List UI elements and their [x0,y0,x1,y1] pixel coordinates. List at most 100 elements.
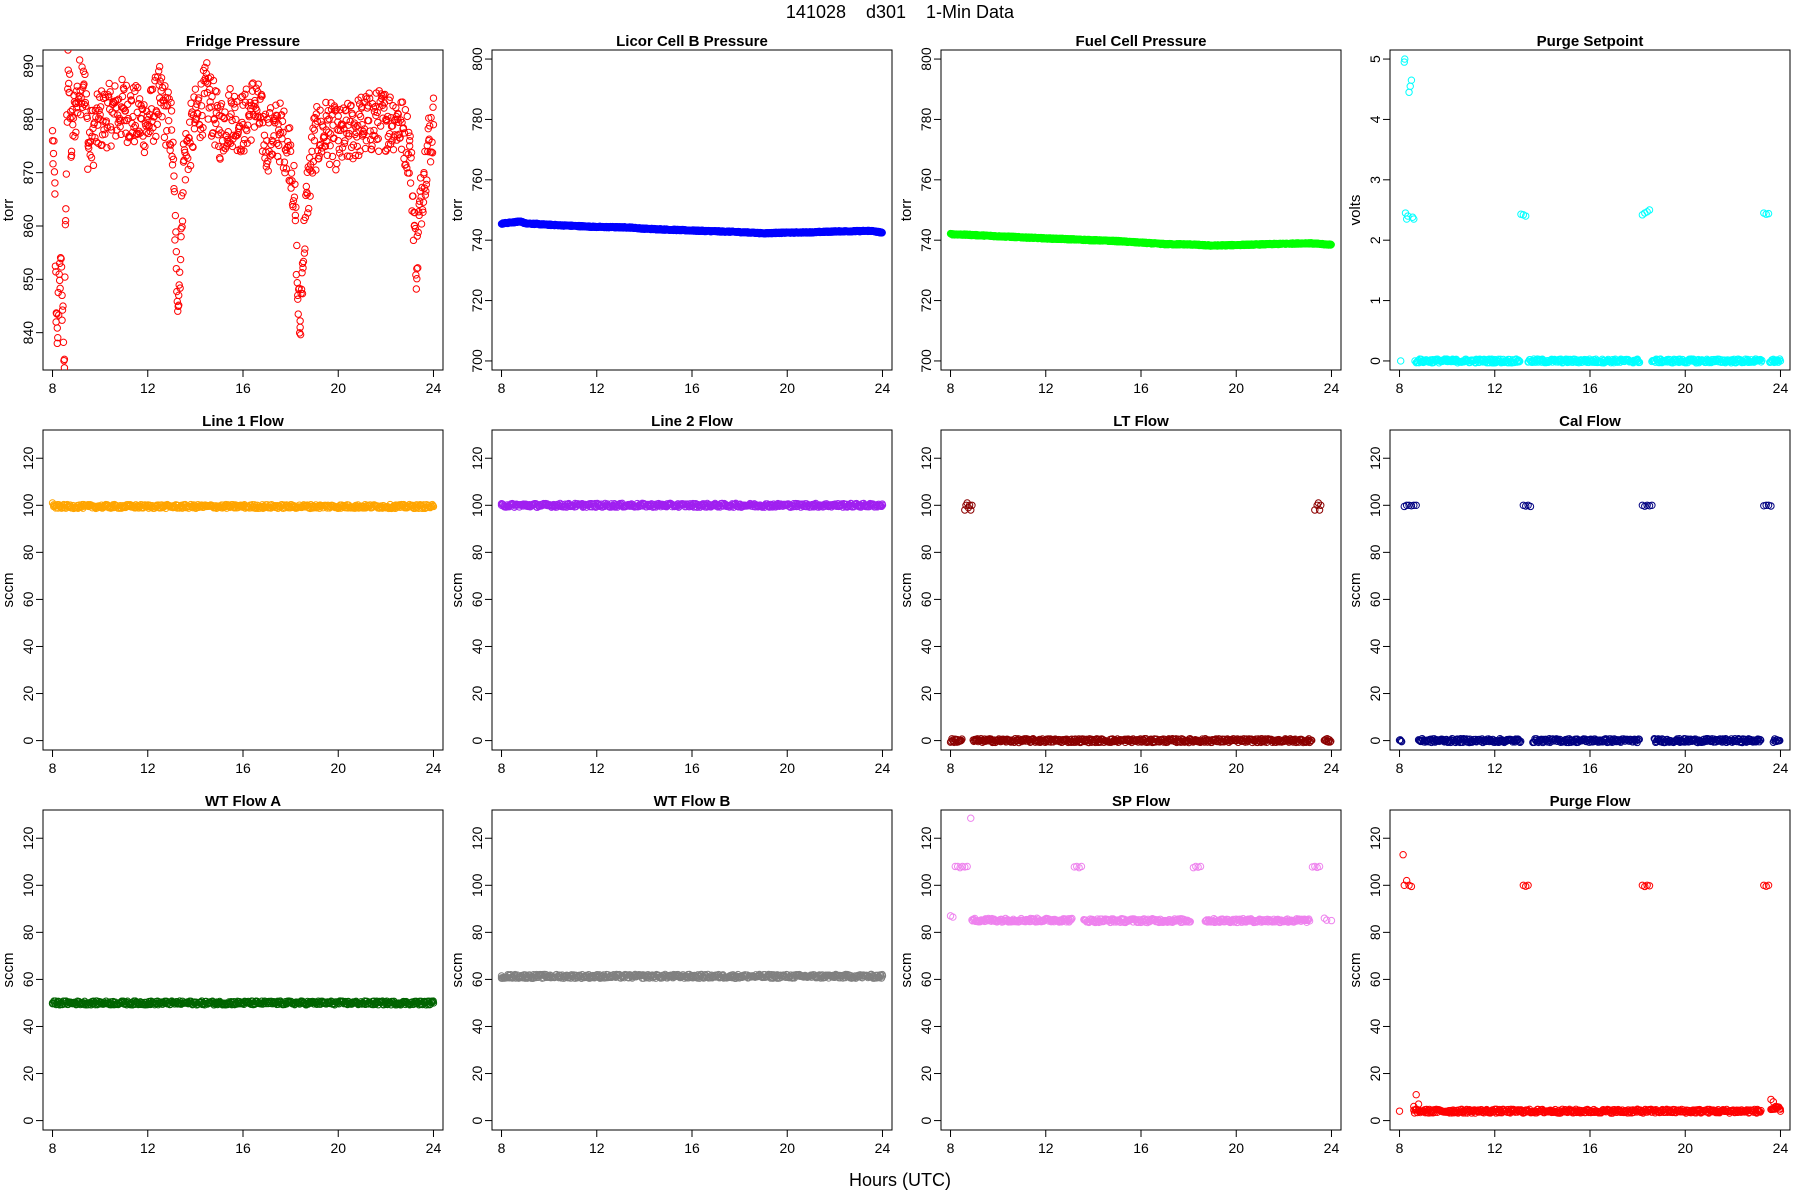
data-point [414,228,422,237]
data-point [170,184,178,193]
data-point [95,106,103,115]
data-point [289,197,298,205]
data-point [129,112,137,121]
data-point [55,311,63,319]
data-point [227,110,235,118]
data-point [244,121,252,129]
data-point [51,179,59,187]
data-point [1635,358,1644,367]
data-point [259,112,268,121]
y-tick-label: 0 [469,736,485,744]
x-tick-label: 8 [947,380,955,396]
data-point [184,154,192,162]
data-point [290,161,298,170]
data-point [1410,215,1418,223]
data-point [317,148,326,156]
data-point [158,83,167,92]
data-point [255,119,264,127]
data-layer [946,499,1335,747]
data-point [165,116,173,125]
data-point [370,107,379,116]
data-point [322,98,330,107]
y-tick-label: 860 [20,214,36,238]
x-tick-label: 20 [330,760,346,776]
data-point [1443,357,1451,365]
data-point [385,96,393,104]
data-point [124,100,132,108]
data-point [127,97,136,105]
data-point [347,143,356,152]
data-point [150,112,159,120]
data-point [83,114,91,123]
data-point [285,176,293,185]
y-tick-label: 5 [1367,55,1383,63]
data-point [152,132,160,141]
x-tick-label: 24 [1324,760,1340,776]
y-tick-label: 850 [20,267,36,291]
data-point [273,139,281,148]
data-point [224,127,232,136]
data-point [312,166,320,174]
x-tick-label: 16 [1133,760,1149,776]
data-point [414,264,422,272]
data-point [181,148,189,157]
data-point [55,276,64,285]
data-point [322,126,331,134]
data-point [120,85,128,94]
data-point [293,241,301,250]
data-point [51,190,59,198]
data-point [352,123,360,131]
data-point [81,98,90,107]
data-point [101,130,109,138]
data-point [154,110,162,119]
data-point [154,73,162,81]
data-point [160,101,168,110]
data-point [1645,206,1654,214]
data-point [347,101,355,110]
data-point [315,155,323,163]
data-point [1705,357,1713,365]
data-point [92,138,101,146]
data-point [291,211,300,220]
data-point [157,87,165,95]
data-point [96,111,104,119]
data-point [1514,357,1523,365]
data-point [140,148,149,157]
data-point [87,153,96,162]
data-point [140,101,148,109]
data-point [1538,357,1547,365]
data-point [323,151,331,159]
panel-title: Purge Setpoint [1537,33,1644,50]
data-point [209,76,218,85]
data-point [325,160,334,169]
data-point [275,141,283,150]
data-point [185,118,194,126]
y-tick-label: 100 [918,493,934,517]
y-tick-label: 40 [20,638,36,654]
data-point [126,133,134,141]
data-point [292,203,300,211]
data-point [139,141,148,149]
data-point [308,147,316,155]
data-point [195,94,203,102]
data-point [239,120,247,129]
data-point [497,501,506,509]
data-point [360,129,368,138]
data-point [73,103,81,112]
data-point [287,184,295,192]
data-layer [48,50,438,370]
data-point [82,90,91,98]
x-tick-label: 24 [875,760,891,776]
data-point [1562,357,1570,365]
x-tick-label: 20 [330,380,346,396]
data-point [170,187,179,196]
x-tick-label: 8 [49,760,57,776]
data-point [120,116,129,125]
data-layer [48,499,438,513]
data-point [1772,357,1780,365]
data-point [294,295,302,303]
data-point [186,161,195,170]
